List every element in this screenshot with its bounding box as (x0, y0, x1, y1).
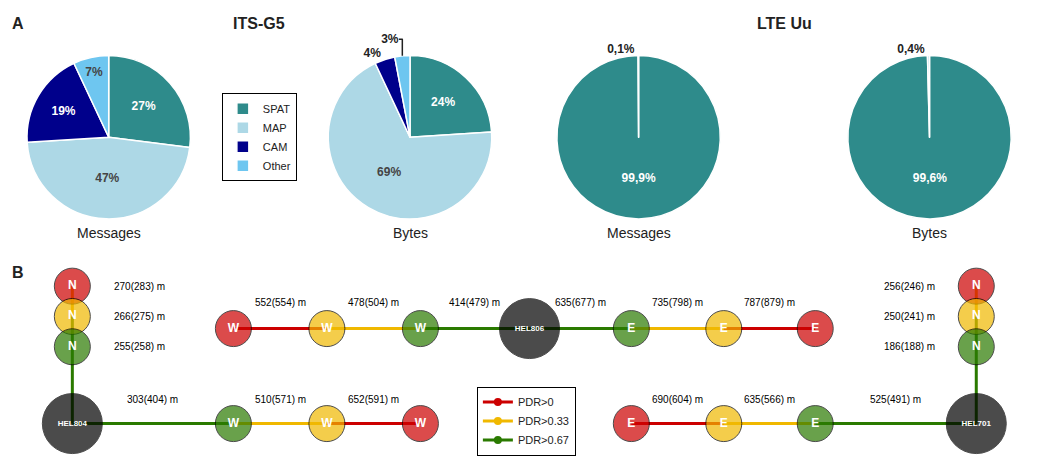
svg-text:PDR>0.67: PDR>0.67 (518, 434, 569, 446)
svg-text:256(246) m: 256(246) m (884, 281, 935, 292)
svg-text:E: E (720, 416, 728, 430)
svg-text:W: W (415, 321, 427, 335)
svg-text:0,1%: 0,1% (607, 42, 635, 56)
svg-text:635(677) m: 635(677) m (555, 297, 606, 308)
svg-text:Messages: Messages (607, 225, 671, 241)
svg-text:787(879) m: 787(879) m (744, 297, 795, 308)
svg-text:HEL804: HEL804 (58, 419, 88, 428)
svg-text:N: N (68, 278, 77, 292)
svg-text:W: W (228, 416, 240, 430)
svg-text:N: N (972, 339, 981, 353)
svg-text:E: E (811, 416, 819, 430)
svg-text:270(283) m: 270(283) m (114, 281, 165, 292)
svg-text:HEL806: HEL806 (515, 324, 545, 333)
svg-text:HEL701: HEL701 (962, 419, 992, 428)
svg-text:19%: 19% (52, 104, 76, 118)
svg-text:255(258) m: 255(258) m (114, 341, 165, 352)
svg-text:Messages: Messages (77, 225, 141, 241)
svg-text:ITS-G5: ITS-G5 (233, 15, 285, 32)
svg-text:E: E (627, 416, 635, 430)
svg-text:24%: 24% (431, 95, 455, 109)
svg-text:0,4%: 0,4% (897, 42, 925, 56)
svg-text:510(571) m: 510(571) m (255, 394, 306, 405)
svg-text:7%: 7% (85, 65, 103, 79)
svg-text:186(188) m: 186(188) m (884, 341, 935, 352)
svg-text:47%: 47% (95, 171, 119, 185)
svg-text:E: E (627, 321, 635, 335)
svg-text:Bytes: Bytes (393, 225, 428, 241)
svg-text:552(554) m: 552(554) m (255, 297, 306, 308)
svg-text:99,9%: 99,9% (622, 171, 656, 185)
svg-text:99,6%: 99,6% (913, 171, 947, 185)
svg-text:Bytes: Bytes (912, 225, 947, 241)
svg-text:Other: Other (263, 160, 291, 172)
svg-text:250(241) m: 250(241) m (884, 311, 935, 322)
svg-text:3%: 3% (381, 32, 399, 46)
svg-text:735(798) m: 735(798) m (652, 297, 703, 308)
svg-text:W: W (228, 321, 240, 335)
svg-text:N: N (68, 339, 77, 353)
svg-text:635(566) m: 635(566) m (744, 394, 795, 405)
svg-text:E: E (811, 321, 819, 335)
svg-text:PDR>0.33: PDR>0.33 (518, 415, 569, 427)
svg-text:E: E (720, 321, 728, 335)
svg-text:W: W (321, 416, 333, 430)
svg-text:CAM: CAM (263, 141, 287, 153)
svg-text:478(504) m: 478(504) m (348, 297, 399, 308)
svg-text:N: N (972, 308, 981, 322)
svg-text:N: N (972, 278, 981, 292)
svg-text:69%: 69% (377, 165, 401, 179)
svg-text:A: A (12, 15, 24, 32)
svg-text:MAP: MAP (263, 122, 287, 134)
svg-text:N: N (68, 308, 77, 322)
svg-text:266(275) m: 266(275) m (114, 311, 165, 322)
svg-text:27%: 27% (132, 99, 156, 113)
svg-text:414(479) m: 414(479) m (449, 297, 500, 308)
svg-text:SPAT: SPAT (263, 103, 290, 115)
svg-text:W: W (415, 416, 427, 430)
svg-text:652(591) m: 652(591) m (348, 394, 399, 405)
svg-text:303(404) m: 303(404) m (127, 394, 178, 405)
svg-text:LTE Uu: LTE Uu (757, 15, 812, 32)
svg-text:B: B (12, 264, 24, 281)
svg-text:690(604) m: 690(604) m (652, 394, 703, 405)
svg-text:4%: 4% (364, 46, 382, 60)
svg-text:W: W (321, 321, 333, 335)
svg-text:525(491) m: 525(491) m (870, 394, 921, 405)
svg-text:PDR>0: PDR>0 (518, 396, 554, 408)
